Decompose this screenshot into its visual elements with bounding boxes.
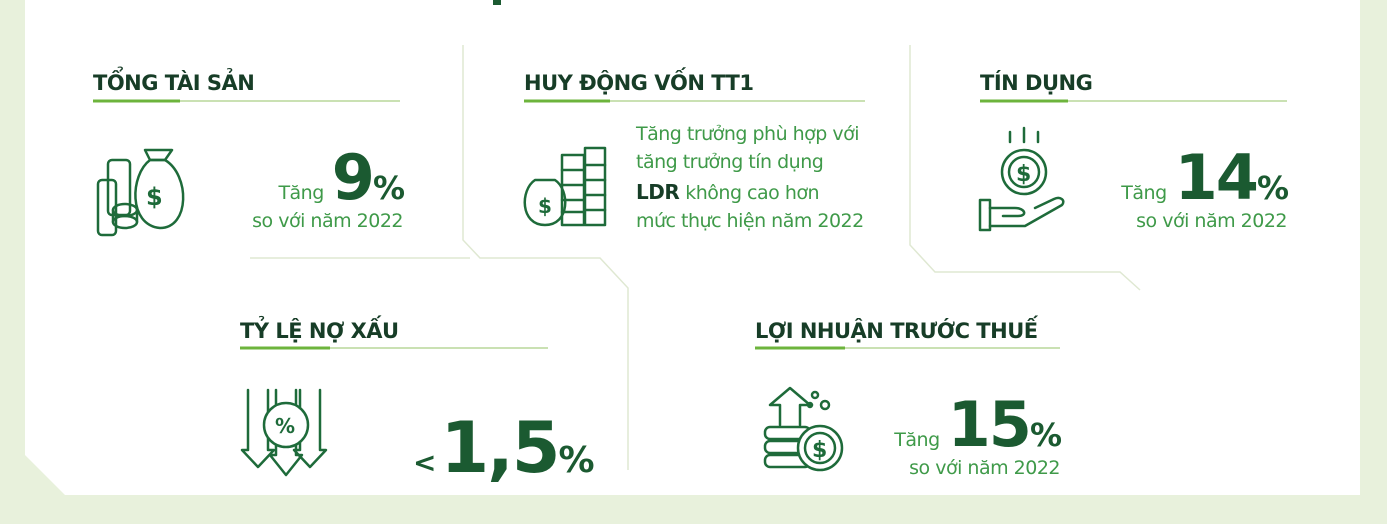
card-title: HUY ĐỘNG VỐN TT1 [524,67,753,95]
coin-hand-icon: $ [978,126,1065,232]
divider [462,45,629,470]
lead: Tăng [893,429,939,451]
card-title: TÍN DỤNG [980,70,1092,95]
svg-text:%: % [275,414,295,438]
desc-line: Tăng trưởng phù hợp với [635,123,859,145]
value: 1,5 [440,407,558,489]
card-title: TỶ LỆ NỢ XẤU [240,315,399,343]
lead: Tăng [1120,182,1166,204]
card-title: TỔNG TÀI SẢN [93,66,254,95]
card-title: LỢI NHUẬN TRƯỚC THUẾ [755,315,1039,343]
svg-text:$: $ [812,438,827,463]
money-bag-icon: $ [96,148,185,237]
lead: < [413,446,434,479]
percent-down-icon: % [240,388,328,477]
note: so với năm 2022 [909,457,1060,479]
value-line: Tăng 14% [1120,141,1289,214]
unit: % [558,440,593,481]
svg-text:$: $ [538,194,552,218]
value-line: Tăng 9% [277,141,405,214]
value: 9 [332,141,373,214]
profit-coins-icon: $ [763,386,844,472]
money-stack-icon: $ [523,146,607,227]
panel [25,0,1360,495]
bold-term: LDR [636,180,679,204]
note: so với năm 2022 [1136,210,1287,232]
desc-line: tăng trưởng tín dụng [636,151,823,173]
divider [909,45,1141,291]
unit: % [1030,416,1062,454]
unit: % [373,169,405,207]
value: 14 [1175,141,1257,214]
unit: % [1257,169,1289,207]
cut-heading [493,0,501,5]
desc-text: không cao hơn [685,182,819,204]
value: 15 [948,388,1030,461]
value-line: <1,5% [413,407,593,489]
lead: Tăng [277,182,323,204]
desc-line: mức thực hiện năm 2022 [636,210,864,232]
svg-text:$: $ [146,183,163,211]
value-line: Tăng 15% [893,388,1062,461]
note: so với năm 2022 [252,210,403,232]
desc-line: LDR không cao hơn [636,180,819,204]
svg-text:$: $ [1016,162,1031,187]
